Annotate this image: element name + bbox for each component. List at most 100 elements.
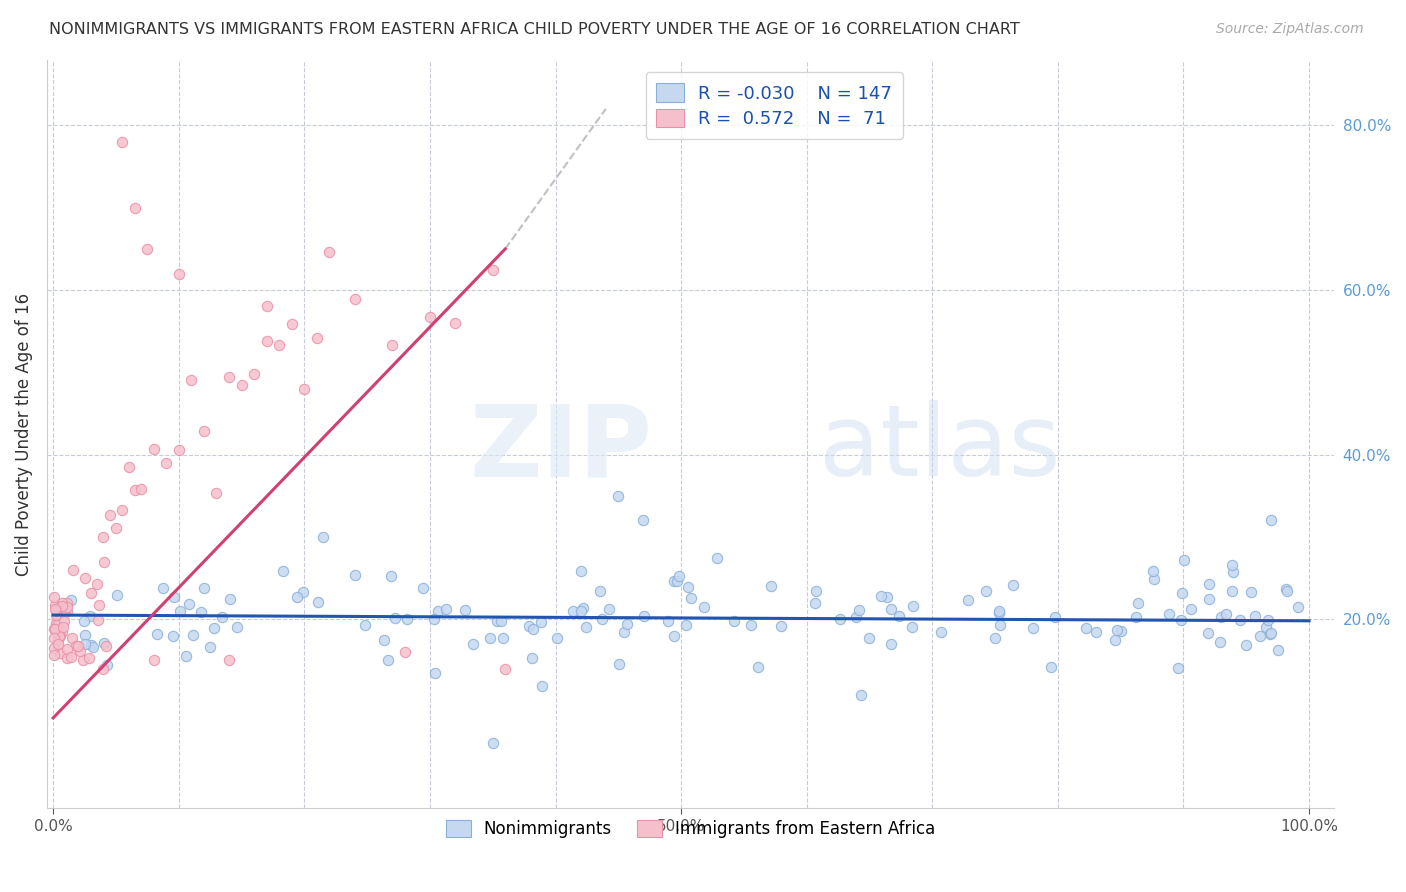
Point bbox=[67, 640, 90, 654]
Point bbox=[520, 651, 543, 665]
Point bbox=[1001, 578, 1024, 592]
Point bbox=[291, 585, 314, 599]
Point bbox=[657, 614, 679, 628]
Point bbox=[45, 603, 67, 617]
Point bbox=[46, 637, 69, 651]
Point bbox=[1074, 621, 1097, 635]
Point bbox=[45, 604, 67, 618]
Point bbox=[481, 263, 503, 277]
Point bbox=[98, 508, 121, 523]
Point bbox=[373, 632, 395, 647]
Point bbox=[769, 618, 792, 632]
Point bbox=[312, 530, 335, 544]
Point bbox=[988, 618, 1011, 632]
Point bbox=[830, 612, 852, 626]
Point bbox=[1240, 584, 1263, 599]
Point bbox=[105, 588, 128, 602]
Text: atlas: atlas bbox=[820, 401, 1062, 498]
Point bbox=[343, 292, 366, 306]
Point bbox=[256, 300, 278, 314]
Point bbox=[117, 460, 139, 475]
Point bbox=[177, 597, 200, 611]
Point bbox=[167, 443, 190, 458]
Point bbox=[111, 135, 134, 149]
Point bbox=[869, 589, 891, 603]
Point bbox=[1105, 623, 1128, 637]
Point bbox=[1022, 621, 1045, 635]
Point bbox=[494, 661, 516, 675]
Point bbox=[44, 641, 66, 656]
Point bbox=[82, 640, 104, 655]
Point bbox=[423, 666, 446, 681]
Point bbox=[530, 615, 553, 630]
Point bbox=[45, 617, 67, 632]
Point bbox=[740, 618, 762, 632]
Point bbox=[1143, 572, 1166, 586]
Point bbox=[87, 598, 110, 612]
Point bbox=[957, 593, 980, 607]
Point bbox=[380, 569, 402, 583]
Point bbox=[1275, 582, 1298, 596]
Point bbox=[45, 602, 67, 616]
Point bbox=[633, 513, 655, 527]
Point bbox=[243, 367, 266, 381]
Text: NONIMMIGRANTS VS IMMIGRANTS FROM EASTERN AFRICA CHILD POVERTY UNDER THE AGE OF 1: NONIMMIGRANTS VS IMMIGRANTS FROM EASTERN… bbox=[49, 22, 1019, 37]
Point bbox=[395, 612, 418, 626]
Point bbox=[49, 629, 72, 643]
Point bbox=[44, 648, 66, 662]
Point bbox=[876, 590, 898, 604]
Point bbox=[218, 591, 240, 606]
Point bbox=[1198, 592, 1220, 607]
Point bbox=[1260, 626, 1282, 640]
Point bbox=[1229, 613, 1251, 627]
Point bbox=[202, 621, 225, 635]
Point bbox=[1211, 609, 1233, 624]
Point bbox=[1215, 607, 1237, 622]
Point bbox=[1040, 660, 1063, 674]
Point bbox=[804, 596, 827, 610]
Point bbox=[531, 679, 554, 693]
Point bbox=[1104, 632, 1126, 647]
Text: ZIP: ZIP bbox=[470, 401, 652, 498]
Point bbox=[198, 640, 221, 654]
Point bbox=[454, 603, 477, 617]
Point bbox=[1084, 624, 1107, 639]
Legend: Nonimmigrants, Immigrants from Eastern Africa: Nonimmigrants, Immigrants from Eastern A… bbox=[439, 814, 942, 845]
Point bbox=[481, 736, 503, 750]
Point bbox=[633, 609, 655, 624]
Point bbox=[51, 596, 73, 610]
Point bbox=[546, 631, 568, 645]
Point bbox=[60, 593, 83, 607]
Point bbox=[668, 569, 690, 583]
Point bbox=[569, 564, 592, 578]
Point bbox=[1267, 643, 1289, 657]
Point bbox=[44, 622, 66, 636]
Point bbox=[848, 603, 870, 617]
Point bbox=[1043, 609, 1066, 624]
Point bbox=[901, 619, 924, 633]
Point bbox=[45, 615, 67, 630]
Point bbox=[1220, 584, 1243, 599]
Point bbox=[96, 657, 118, 672]
Point bbox=[1209, 634, 1232, 648]
Point bbox=[984, 631, 1007, 645]
Point bbox=[377, 653, 399, 667]
Point bbox=[1109, 624, 1132, 638]
Point bbox=[1260, 513, 1282, 527]
Point bbox=[478, 631, 501, 645]
Point bbox=[62, 563, 84, 577]
Point bbox=[271, 564, 294, 578]
Point bbox=[211, 610, 233, 624]
Point bbox=[589, 584, 612, 599]
Point bbox=[434, 602, 457, 616]
Point bbox=[1171, 586, 1194, 600]
Point bbox=[52, 620, 75, 634]
Point bbox=[73, 614, 96, 628]
Point bbox=[93, 661, 115, 675]
Point bbox=[218, 653, 240, 667]
Point bbox=[1249, 629, 1271, 643]
Point bbox=[226, 620, 249, 634]
Point bbox=[427, 604, 450, 618]
Point bbox=[152, 581, 174, 595]
Point bbox=[53, 605, 76, 619]
